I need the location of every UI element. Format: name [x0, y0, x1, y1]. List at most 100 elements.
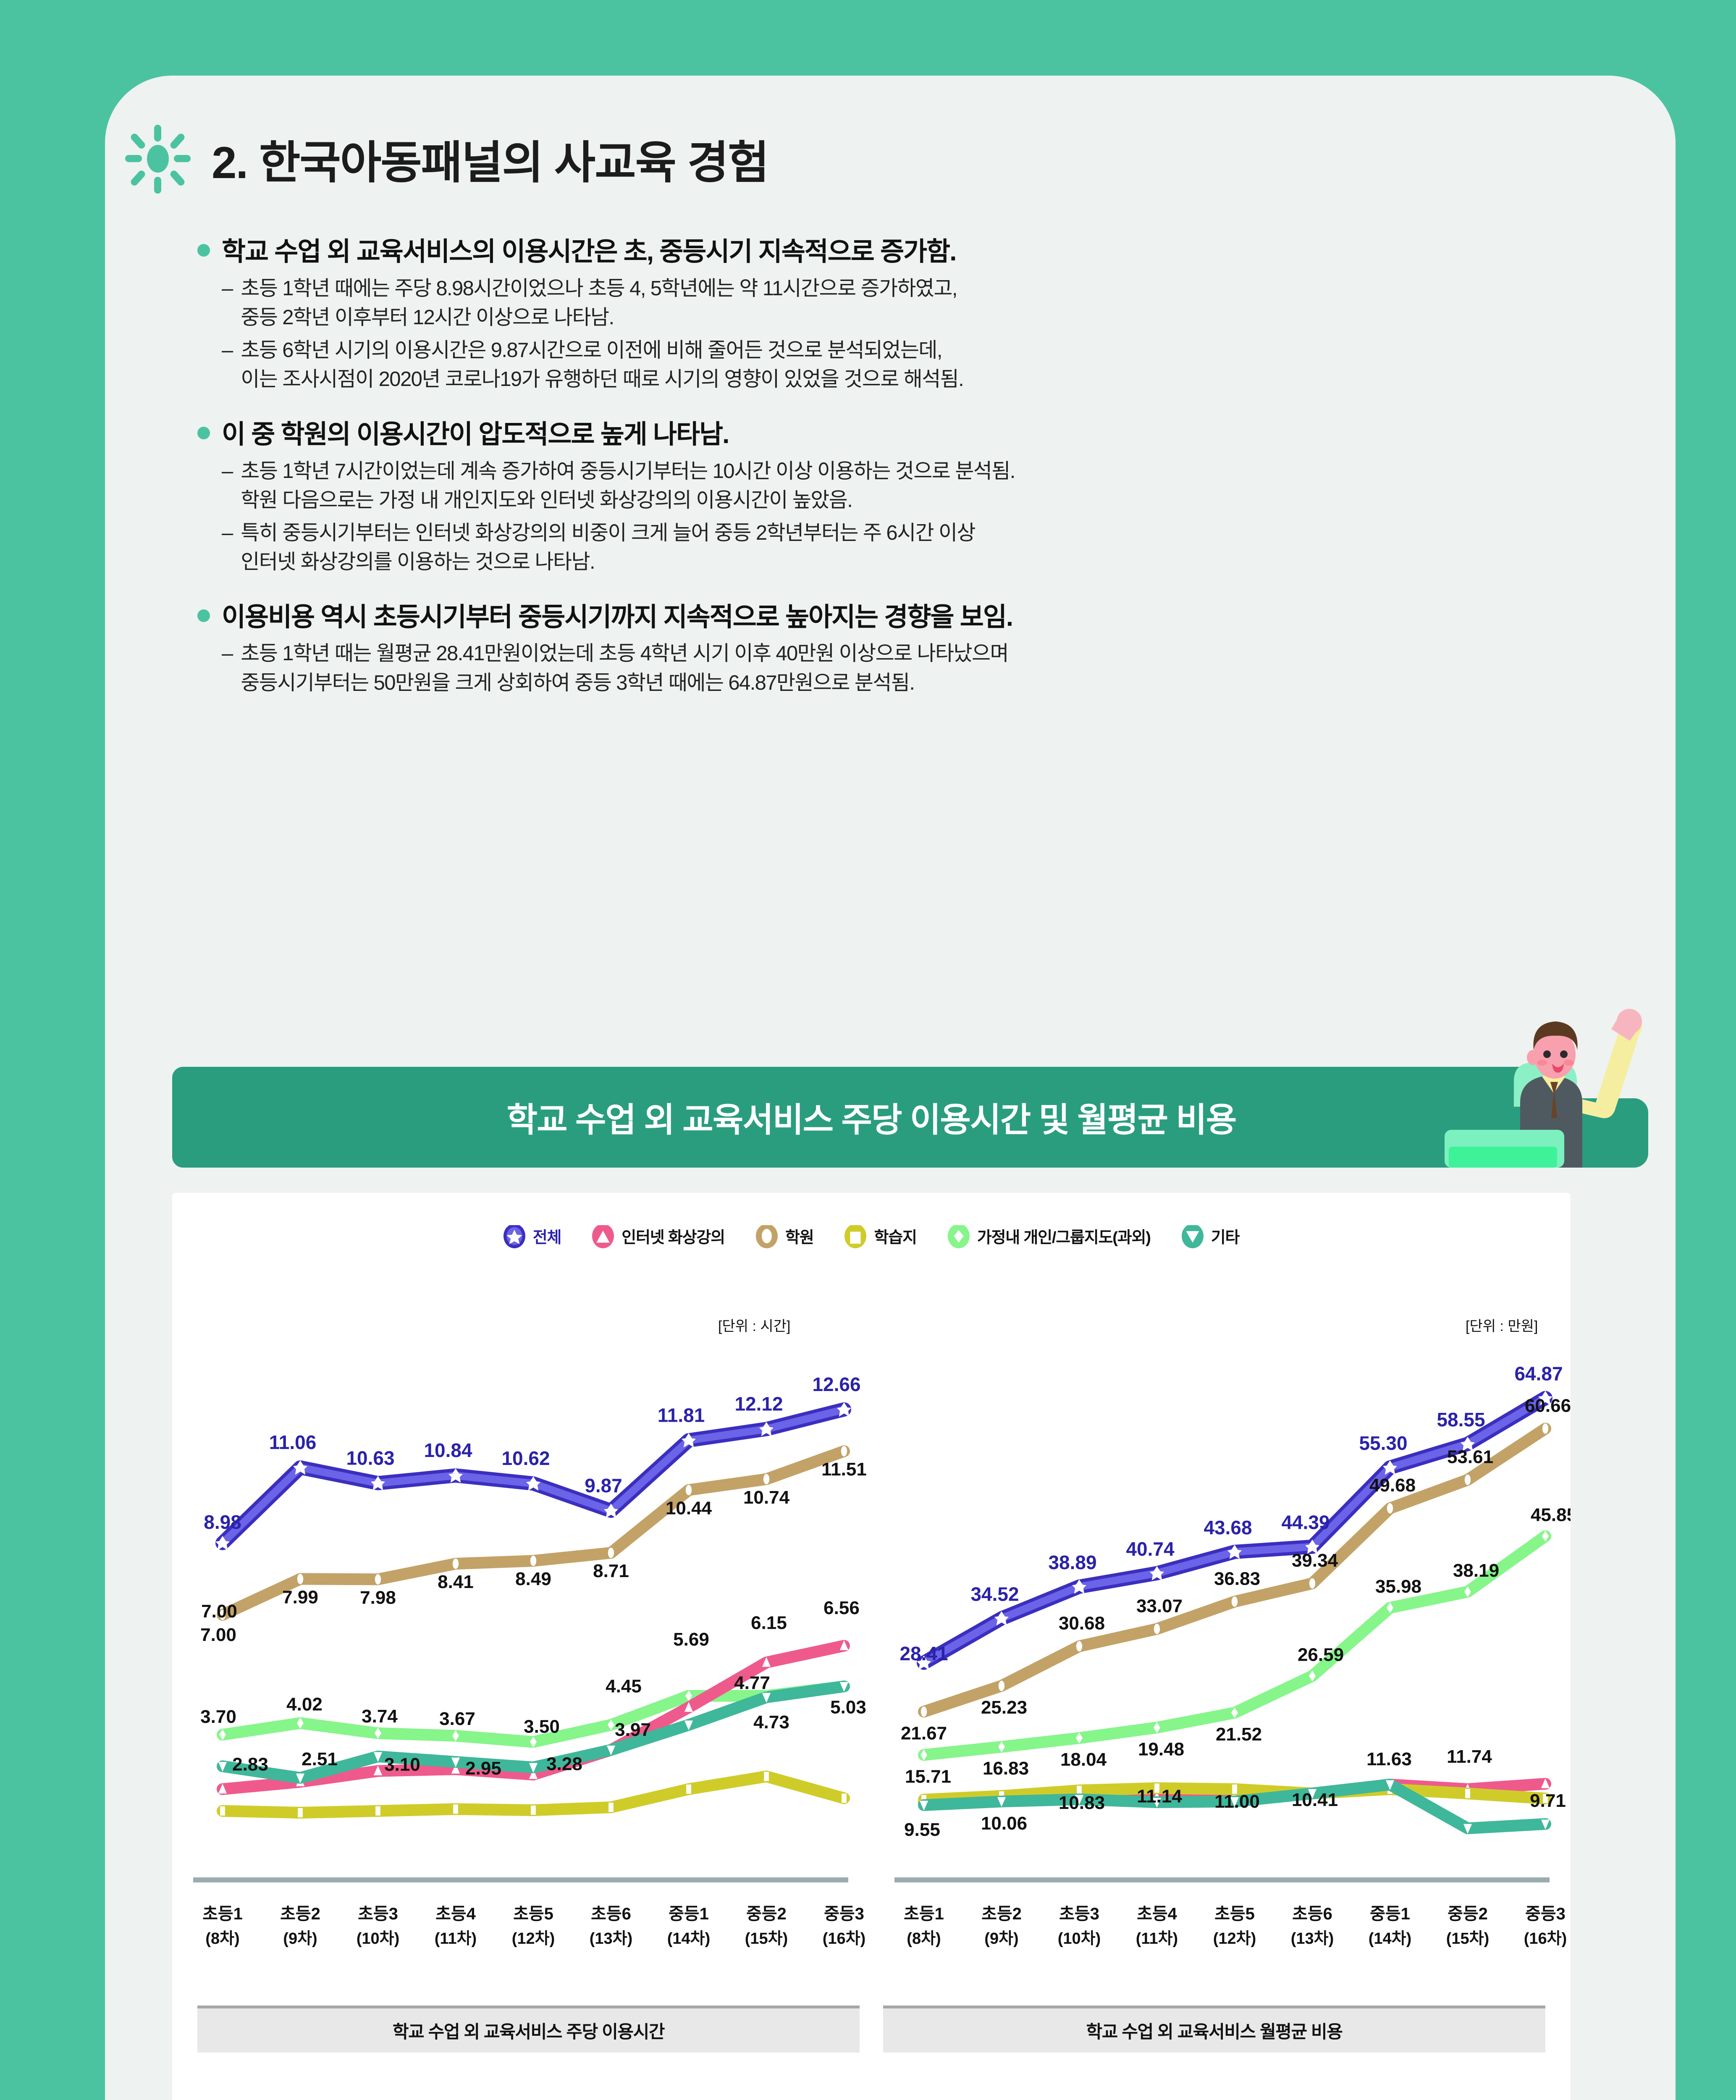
legend-item-1[interactable]: 인터넷 화상강의 — [592, 1223, 725, 1248]
legend-item-3[interactable]: 학습지 — [844, 1223, 917, 1248]
svg-text:38.19: 38.19 — [1453, 1560, 1499, 1581]
legend-item-2[interactable]: 학원 — [755, 1223, 814, 1248]
svg-text:9.71: 9.71 — [1530, 1790, 1566, 1811]
svg-text:9.55: 9.55 — [904, 1819, 940, 1840]
svg-text:11.81: 11.81 — [658, 1404, 705, 1426]
svg-text:34.52: 34.52 — [970, 1583, 1019, 1605]
svg-text:초등3: 초등3 — [1059, 1905, 1099, 1923]
bullet-secondary: – 초등 1학년 때는 월평균 28.41만원이었는데 초등 4학년 시기 이후 … — [222, 639, 1533, 698]
svg-text:10.83: 10.83 — [1059, 1793, 1105, 1813]
svg-text:3.97: 3.97 — [615, 1719, 651, 1740]
svg-text:64.87: 64.87 — [1514, 1363, 1563, 1385]
dash-icon: – — [222, 642, 233, 665]
svg-text:초등6: 초등6 — [1292, 1905, 1332, 1923]
svg-text:(12차): (12차) — [512, 1930, 555, 1948]
svg-text:35.98: 35.98 — [1375, 1576, 1421, 1597]
svg-text:11.00: 11.00 — [1214, 1791, 1260, 1812]
svg-text:중등2: 중등2 — [746, 1905, 787, 1923]
star-marker-icon — [503, 1223, 525, 1248]
caption-right: 학교 수업 외 교육서비스 월평균 비용 — [883, 2006, 1545, 2053]
bullet-secondary-text: 초등 1학년 7시간이었는데 계속 증가하여 중등시기부터는 10시간 이상 이… — [241, 459, 1015, 512]
svg-text:10.74: 10.74 — [743, 1487, 790, 1508]
svg-text:21.52: 21.52 — [1216, 1724, 1262, 1745]
svg-text:45.85: 45.85 — [1531, 1504, 1571, 1525]
page-title: 2. 한국아동패널의 사교육 경험 — [212, 137, 769, 188]
bullet-primary: 이용비용 역시 초등시기부터 중등시기까지 지속적으로 높아지는 경향을 보임. — [197, 601, 1533, 635]
svg-text:26.59: 26.59 — [1298, 1644, 1344, 1665]
svg-text:7.00: 7.00 — [201, 1601, 237, 1622]
svg-text:초등1: 초등1 — [904, 1905, 944, 1923]
svg-text:(15차): (15차) — [1446, 1930, 1489, 1948]
legend-item-5[interactable]: 기타 — [1181, 1223, 1240, 1248]
svg-text:초등5: 초등5 — [513, 1905, 553, 1923]
legend-item-0[interactable]: 전체 — [503, 1223, 562, 1248]
bullet-primary-text: 학교 수업 외 교육서비스의 이용시간은 초, 중등시기 지속적으로 증가함. — [222, 237, 957, 266]
svg-text:10.84: 10.84 — [424, 1439, 472, 1461]
sun-icon — [125, 124, 191, 194]
caption-left-text: 학교 수업 외 교육서비스 주당 이용시간 — [392, 2022, 665, 2042]
svg-text:11.06: 11.06 — [269, 1431, 317, 1453]
svg-text:7.98: 7.98 — [360, 1587, 396, 1608]
svg-text:(13차): (13차) — [1291, 1930, 1334, 1948]
svg-text:(10차): (10차) — [1058, 1930, 1101, 1948]
svg-text:(9차): (9차) — [984, 1930, 1018, 1948]
svg-text:초등4: 초등4 — [1137, 1905, 1177, 1923]
charts-panel: 전체 인터넷 화상강의 학원 학습지 가정내 개인/그룹지도(과외) 기타 [단… — [172, 1193, 1571, 2100]
svg-text:25.23: 25.23 — [981, 1697, 1027, 1718]
svg-text:33.07: 33.07 — [1136, 1596, 1183, 1616]
svg-text:(16차): (16차) — [823, 1930, 866, 1948]
triangle-down-marker-icon — [1181, 1223, 1204, 1248]
bullet-block: 이 중 학원의 이용시간이 압도적으로 높게 나타남. – 초등 1학년 7시간이었… — [197, 418, 1533, 577]
svg-text:2.83: 2.83 — [232, 1754, 268, 1774]
monthly-cost-line-chart: 28.41 34.52 38.89 40.74 43.68 44.39 55.30 58.55… — [894, 1363, 1571, 1948]
svg-text:초등3: 초등3 — [358, 1905, 398, 1923]
bullet-primary-text: 이용비용 역시 초등시기부터 중등시기까지 지속적으로 높아지는 경향을 보임. — [222, 602, 1013, 632]
svg-text:5.03: 5.03 — [830, 1697, 866, 1717]
svg-text:초등2: 초등2 — [981, 1905, 1022, 1923]
weekly-hours-line-chart: 8.98 11.06 10.63 10.84 10.62 9.87 11.81 12.12 12… — [193, 1373, 867, 1948]
legend-label: 전체 — [532, 1229, 562, 1247]
bullet-primary: 이 중 학원의 이용시간이 압도적으로 높게 나타남. — [197, 418, 1533, 452]
diamond-marker-icon — [947, 1223, 970, 1248]
bullet-secondary: – 초등 6학년 시기의 이용시간은 9.87시간으로 이전에 비해 줄어든 것으… — [222, 336, 1533, 394]
svg-text:(14차): (14차) — [1369, 1930, 1412, 1948]
caption-right-text: 학교 수업 외 교육서비스 월평균 비용 — [1086, 2022, 1343, 2042]
svg-text:초등4: 초등4 — [435, 1905, 476, 1923]
svg-text:중등2: 중등2 — [1448, 1905, 1488, 1923]
svg-text:9.87: 9.87 — [585, 1475, 622, 1496]
svg-text:12.66: 12.66 — [812, 1373, 860, 1395]
chart-banner: 학교 수업 외 교육서비스 주당 이용시간 및 월평균 비용 — [172, 1067, 1571, 1168]
svg-text:중등3: 중등3 — [824, 1905, 864, 1923]
svg-text:30.68: 30.68 — [1059, 1613, 1105, 1634]
svg-text:7.99: 7.99 — [282, 1587, 318, 1607]
svg-text:4.02: 4.02 — [286, 1694, 323, 1715]
svg-text:15.71: 15.71 — [905, 1766, 951, 1787]
svg-text:3.28: 3.28 — [546, 1754, 582, 1774]
svg-text:4.73: 4.73 — [753, 1712, 789, 1732]
svg-text:21.67: 21.67 — [901, 1723, 947, 1743]
svg-text:16.83: 16.83 — [983, 1758, 1029, 1779]
bullet-secondary-text: 초등 6학년 시기의 이용시간은 9.87시간으로 이전에 비해 줄어든 것으로… — [241, 339, 964, 391]
bullet-secondary-text: 특히 중등시기부터는 인터넷 화상강의의 비중이 크게 늘어 중등 2학년부터는… — [241, 521, 976, 574]
svg-text:53.61: 53.61 — [1447, 1446, 1493, 1467]
legend-label: 학습지 — [874, 1229, 917, 1247]
bullet-dot-icon — [197, 244, 210, 257]
svg-text:8.49: 8.49 — [515, 1569, 551, 1589]
legend-item-4[interactable]: 가정내 개인/그룹지도(과외) — [947, 1223, 1151, 1248]
legend-label: 가정내 개인/그룹지도(과외) — [977, 1229, 1151, 1247]
svg-text:3.67: 3.67 — [439, 1709, 475, 1729]
svg-text:7.00: 7.00 — [200, 1625, 236, 1645]
svg-text:(15차): (15차) — [745, 1930, 788, 1948]
legend-label: 기타 — [1211, 1229, 1240, 1247]
svg-text:10.63: 10.63 — [346, 1447, 394, 1469]
bullet-primary: 학교 수업 외 교육서비스의 이용시간은 초, 중등시기 지속적으로 증가함. — [197, 235, 1533, 269]
svg-text:11.74: 11.74 — [1447, 1746, 1492, 1767]
svg-text:3.70: 3.70 — [200, 1706, 236, 1727]
chart-legend: 전체 인터넷 화상강의 학원 학습지 가정내 개인/그룹지도(과외) 기타 — [172, 1223, 1571, 1248]
svg-text:12.12: 12.12 — [734, 1393, 783, 1415]
svg-text:36.83: 36.83 — [1214, 1568, 1260, 1589]
svg-text:60.66: 60.66 — [1525, 1395, 1571, 1416]
legend-label: 인터넷 화상강의 — [621, 1229, 725, 1247]
bullet-secondary: – 특히 중등시기부터는 인터넷 화상강의의 비중이 크게 늘어 중등 2학년부터… — [222, 519, 1533, 577]
